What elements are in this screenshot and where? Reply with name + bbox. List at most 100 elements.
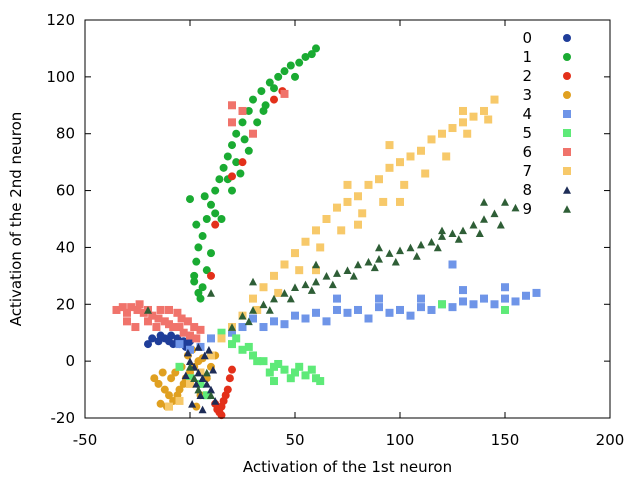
point-class-4 xyxy=(480,294,488,303)
point-class-1 xyxy=(249,95,257,104)
point-class-9 xyxy=(501,198,509,206)
x-tick-label: 200 xyxy=(596,431,625,449)
point-class-9 xyxy=(259,300,268,309)
point-class-6 xyxy=(154,314,163,323)
point-class-9 xyxy=(480,198,488,206)
point-class-3 xyxy=(156,399,165,408)
point-class-4 xyxy=(175,340,184,349)
point-class-7 xyxy=(469,112,478,121)
point-class-4 xyxy=(448,260,457,269)
point-class-1 xyxy=(286,61,295,70)
point-class-7 xyxy=(406,152,415,161)
point-class-9 xyxy=(433,243,442,252)
point-class-6 xyxy=(173,308,182,317)
point-class-9 xyxy=(312,260,320,269)
y-tick-label: 0 xyxy=(65,352,75,370)
point-class-3 xyxy=(154,379,163,388)
legend-marker-3 xyxy=(563,91,571,99)
point-class-4 xyxy=(333,305,341,314)
point-class-4 xyxy=(354,305,362,314)
point-class-4 xyxy=(385,308,394,317)
point-class-6 xyxy=(190,323,199,332)
y-tick-label: 20 xyxy=(56,295,75,313)
point-class-1 xyxy=(190,271,199,280)
point-class-9 xyxy=(238,311,247,320)
legend-marker-1 xyxy=(563,53,571,61)
point-class-6 xyxy=(112,305,121,314)
point-class-9 xyxy=(417,240,425,249)
point-class-6 xyxy=(123,308,131,317)
point-class-1 xyxy=(270,84,278,93)
y-tick-label: 80 xyxy=(56,125,75,143)
point-class-7 xyxy=(217,334,226,343)
point-class-3 xyxy=(160,385,169,394)
point-class-7 xyxy=(175,396,184,405)
point-class-5 xyxy=(301,371,310,380)
point-class-1 xyxy=(238,118,247,127)
y-tick-label: 100 xyxy=(46,68,75,86)
point-class-9 xyxy=(364,257,373,266)
point-class-5 xyxy=(307,365,316,374)
point-class-7 xyxy=(375,175,383,184)
legend-label-6: 6 xyxy=(522,143,532,161)
point-class-7 xyxy=(312,266,320,275)
point-class-5 xyxy=(501,305,509,314)
point-class-7 xyxy=(207,351,215,360)
point-class-4 xyxy=(396,305,404,314)
point-class-9 xyxy=(496,220,505,229)
point-class-6 xyxy=(160,317,169,326)
point-class-6 xyxy=(127,303,136,312)
point-class-1 xyxy=(223,152,232,161)
point-class-7 xyxy=(379,197,388,206)
point-class-9 xyxy=(396,246,404,255)
point-class-7 xyxy=(490,95,499,104)
point-class-6 xyxy=(280,89,289,98)
point-class-1 xyxy=(215,175,224,184)
legend-marker-4 xyxy=(563,110,571,118)
point-class-9 xyxy=(144,306,152,314)
point-class-7 xyxy=(301,237,310,246)
point-class-4 xyxy=(522,291,530,300)
legend-label-4: 4 xyxy=(522,105,532,123)
point-class-4 xyxy=(427,305,436,314)
point-class-7 xyxy=(442,152,451,161)
point-class-8 xyxy=(211,397,220,405)
point-class-1 xyxy=(312,44,320,53)
point-class-8 xyxy=(200,351,209,360)
point-class-6 xyxy=(156,305,165,314)
point-class-8 xyxy=(192,380,201,388)
point-class-7 xyxy=(186,379,194,388)
x-tick-label: 100 xyxy=(386,431,415,449)
point-class-9 xyxy=(307,286,316,294)
point-class-7 xyxy=(480,106,488,115)
point-class-5 xyxy=(232,334,241,343)
point-class-5 xyxy=(196,379,205,388)
point-class-5 xyxy=(312,374,320,383)
point-class-4 xyxy=(490,300,499,309)
point-class-5 xyxy=(202,391,211,400)
point-class-6 xyxy=(169,323,178,332)
legend-label-5: 5 xyxy=(522,124,532,142)
point-class-2 xyxy=(228,172,236,181)
legend-marker-0 xyxy=(563,34,571,42)
point-class-7 xyxy=(358,209,367,218)
point-class-9 xyxy=(448,229,457,238)
point-class-6 xyxy=(196,325,205,334)
point-class-7 xyxy=(343,180,352,189)
point-class-4 xyxy=(511,297,520,306)
legend-marker-9 xyxy=(563,205,571,213)
point-class-2 xyxy=(238,158,247,167)
point-class-1 xyxy=(291,72,299,81)
point-class-9 xyxy=(249,277,257,286)
plot-frame xyxy=(84,19,611,419)
point-class-1 xyxy=(198,283,207,292)
point-class-0 xyxy=(156,331,165,340)
point-class-6 xyxy=(249,129,257,138)
point-class-1 xyxy=(186,195,194,204)
point-class-1 xyxy=(244,106,253,115)
point-class-9 xyxy=(343,266,352,274)
point-class-1 xyxy=(240,135,249,144)
point-class-5 xyxy=(291,368,299,377)
point-class-2 xyxy=(228,365,236,374)
point-class-9 xyxy=(194,385,203,394)
